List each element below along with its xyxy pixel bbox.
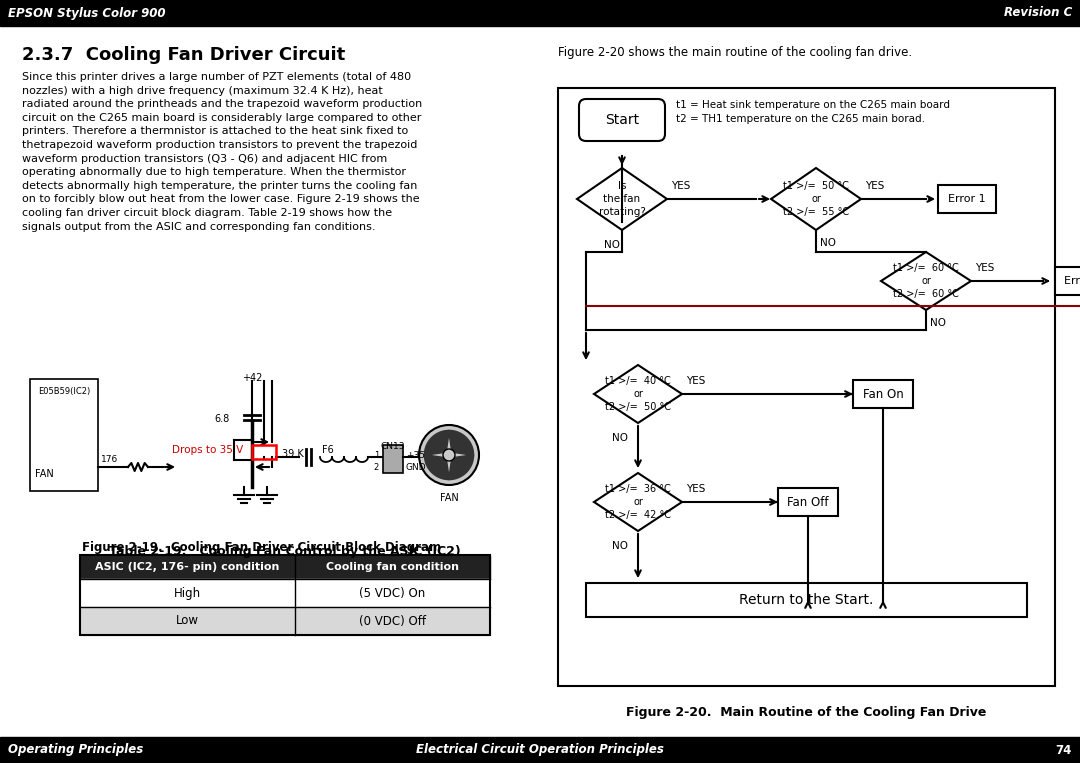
Text: Figure 2-20 shows the main routine of the cooling fan drive.: Figure 2-20 shows the main routine of th… <box>558 46 913 59</box>
Bar <box>939 185 996 213</box>
Text: F6: F6 <box>322 445 334 455</box>
Text: 2.3.7  Cooling Fan Driver Circuit: 2.3.7 Cooling Fan Driver Circuit <box>22 46 346 64</box>
Text: t1 >/=  50 °C
or
t2 >/=  55 °C: t1 >/= 50 °C or t2 >/= 55 °C <box>783 181 849 217</box>
Bar <box>80 579 490 607</box>
Polygon shape <box>771 168 861 230</box>
Polygon shape <box>577 168 667 230</box>
Bar <box>80 607 490 635</box>
Text: (5 VDC) On: (5 VDC) On <box>360 587 426 600</box>
Text: Table 2-19.   Cooling Fan Control by the ASIC (IC2): Table 2-19. Cooling Fan Control by the A… <box>109 545 461 558</box>
Text: EPSON Stylus Color 900: EPSON Stylus Color 900 <box>8 7 165 20</box>
Text: (0 VDC) Off: (0 VDC) Off <box>359 614 426 627</box>
Text: t1 >/=  36 °C
or
t2 >/=  42 °C: t1 >/= 36 °C or t2 >/= 42 °C <box>605 485 671 520</box>
Text: NO: NO <box>930 318 946 328</box>
Text: NO: NO <box>612 541 627 551</box>
Bar <box>80 555 490 635</box>
Text: NO: NO <box>612 433 627 443</box>
Text: Revision C: Revision C <box>1003 7 1072 20</box>
Text: 2: 2 <box>374 462 379 472</box>
Polygon shape <box>448 430 474 456</box>
Polygon shape <box>594 473 681 531</box>
Polygon shape <box>424 455 449 480</box>
Polygon shape <box>594 365 681 423</box>
Text: NO: NO <box>604 240 620 250</box>
Bar <box>558 88 1055 686</box>
Text: Low: Low <box>176 614 199 627</box>
Text: +42: +42 <box>242 373 262 383</box>
Bar <box>80 555 490 579</box>
Bar <box>1055 267 1080 295</box>
Text: YES: YES <box>686 376 705 386</box>
Text: FAN: FAN <box>35 469 54 479</box>
Text: +35: +35 <box>406 450 426 459</box>
Bar <box>30 379 98 491</box>
Text: Error 1: Error 1 <box>1064 276 1080 286</box>
Text: t1 >/=  60 °C
or
t2 >/=  60 °C: t1 >/= 60 °C or t2 >/= 60 °C <box>893 263 959 299</box>
Circle shape <box>443 449 455 461</box>
Text: YES: YES <box>975 263 995 273</box>
Bar <box>778 488 838 516</box>
Text: Return to the Start.: Return to the Start. <box>740 593 874 607</box>
Text: Is
the fan
rotating?: Is the fan rotating? <box>598 181 646 217</box>
Text: Since this printer drives a large number of PZT elements (total of 480
nozzles) : Since this printer drives a large number… <box>22 72 422 232</box>
Text: Operating Principles: Operating Principles <box>8 743 144 756</box>
Text: Figure 2-20.  Main Routine of the Cooling Fan Drive: Figure 2-20. Main Routine of the Cooling… <box>626 706 987 719</box>
FancyBboxPatch shape <box>579 99 665 141</box>
Polygon shape <box>448 455 474 480</box>
Text: Error 1: Error 1 <box>948 194 986 204</box>
Text: Drops to 35 V: Drops to 35 V <box>172 445 243 455</box>
Bar <box>0 0 1080 26</box>
Bar <box>586 583 1027 617</box>
Text: 6.8: 6.8 <box>215 414 230 424</box>
Text: FAN: FAN <box>440 493 458 503</box>
Text: t1 = Heat sink temperature on the C265 main board
t2 = TH1 temperature on the C2: t1 = Heat sink temperature on the C265 m… <box>676 100 950 124</box>
Bar <box>853 380 913 408</box>
Bar <box>252 445 276 459</box>
Text: CN13: CN13 <box>381 442 405 451</box>
Text: 74: 74 <box>1055 743 1072 756</box>
Text: Fan On: Fan On <box>863 388 903 401</box>
Text: GND: GND <box>406 462 427 472</box>
Text: 176: 176 <box>102 455 118 464</box>
Text: Start: Start <box>605 113 639 127</box>
Text: E05B59(IC2): E05B59(IC2) <box>38 387 90 396</box>
Text: YES: YES <box>686 484 705 494</box>
Text: t1 >/=  40 °C
or
t2 >/=  50 °C: t1 >/= 40 °C or t2 >/= 50 °C <box>605 376 671 412</box>
Polygon shape <box>424 430 449 456</box>
Text: YES: YES <box>671 181 690 191</box>
Text: YES: YES <box>865 181 885 191</box>
Text: Cooling fan condition: Cooling fan condition <box>326 562 459 572</box>
Text: Fan Off: Fan Off <box>787 495 828 508</box>
Bar <box>383 445 403 473</box>
Text: ASIC (IC2, 176- pin) condition: ASIC (IC2, 176- pin) condition <box>95 562 280 572</box>
Text: NO: NO <box>820 238 836 248</box>
Circle shape <box>419 425 480 485</box>
Polygon shape <box>881 252 971 310</box>
Text: Electrical Circuit Operation Principles: Electrical Circuit Operation Principles <box>416 743 664 756</box>
Bar <box>0 737 1080 763</box>
Text: 39 K: 39 K <box>282 449 303 459</box>
Text: 1: 1 <box>374 450 379 459</box>
Text: High: High <box>174 587 201 600</box>
Text: Figure 2-19.  Cooling Fan Driver Circuit Block Diagram: Figure 2-19. Cooling Fan Driver Circuit … <box>82 541 442 554</box>
